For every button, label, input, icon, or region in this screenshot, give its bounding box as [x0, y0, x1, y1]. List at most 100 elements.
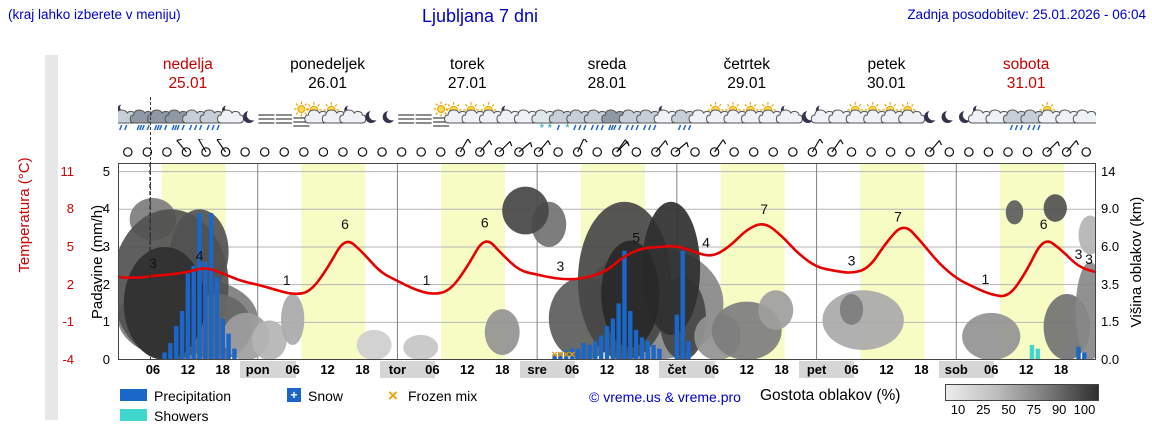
sky-icon-sun-cloud	[845, 102, 873, 124]
precip-bar	[610, 318, 616, 360]
cloud-blob	[601, 240, 660, 348]
precip-bar	[558, 352, 563, 360]
x-tick: 18	[914, 362, 929, 377]
wind-barb	[714, 139, 724, 153]
precip-bar	[622, 250, 627, 360]
x-tick: 18	[774, 362, 789, 377]
showers-legend-label: Showers	[154, 408, 209, 424]
x-tick: pon	[245, 362, 270, 377]
precip-bar	[628, 311, 633, 360]
x-tick: 06	[983, 362, 999, 377]
cloud-blob	[484, 309, 520, 355]
x-tick: sob	[944, 362, 968, 377]
precipitation-tick: 4	[102, 201, 110, 217]
wind-circle	[122, 147, 133, 157]
x-tick: 06	[425, 362, 440, 377]
x-tick: sre	[527, 362, 547, 377]
copyright-link[interactable]: © vreme.us & vreme.pro	[589, 389, 741, 405]
cloud-blob	[1078, 215, 1096, 255]
precip-bar	[191, 265, 196, 360]
temperature-value-label: 4	[702, 234, 710, 250]
precip-bar	[185, 273, 191, 360]
temperature-tick: 2	[66, 276, 74, 292]
x-tick: 12	[180, 362, 196, 377]
wind-barb	[216, 139, 227, 153]
sky-icon-cloud	[1072, 109, 1096, 124]
day-date: 26.01	[308, 75, 347, 92]
day-name: sreda	[587, 56, 627, 73]
x-tick: 06	[285, 362, 300, 377]
precip-bar	[232, 348, 237, 360]
wind-barb	[675, 141, 688, 153]
cloud-density-scale	[945, 384, 1099, 401]
day-date: 27.01	[447, 75, 487, 92]
precip-bar	[575, 348, 581, 360]
temperature-tick: -1	[62, 314, 74, 330]
cloud-blob	[822, 290, 904, 350]
precip-bar	[581, 343, 586, 360]
cloud-density-tick: 90	[1051, 402, 1067, 417]
frozen-mix-marker: ×	[551, 349, 557, 360]
night-band	[240, 361, 296, 378]
temperature-value-label: 1	[981, 271, 989, 287]
x-tick: 12	[460, 362, 475, 377]
cloud-blob	[839, 294, 864, 325]
precip-bar	[214, 277, 220, 360]
night-band	[519, 361, 575, 378]
wind-barb	[1046, 140, 1059, 153]
frozen-mix-legend-label: Frozen mix	[408, 388, 478, 404]
wind-circle	[983, 147, 994, 157]
x-tick: 18	[1053, 362, 1069, 377]
wind-barb	[479, 140, 490, 153]
day-name: petek	[867, 56, 906, 73]
sky-icon-moon-cloud	[775, 104, 803, 124]
wind-circle	[964, 147, 974, 157]
x-tick: 06	[145, 362, 161, 377]
temperature-tick: -4	[62, 352, 74, 367]
precip-bar	[1076, 346, 1081, 360]
wind-circle	[1022, 147, 1033, 157]
sky-icon-sun-cloud	[898, 102, 926, 124]
wind-circle	[905, 147, 915, 157]
frozen-mix-marker: ×	[557, 349, 563, 360]
cloud-blob	[123, 246, 206, 360]
cloud-height-tick: 0.0	[1101, 352, 1120, 367]
precip-bar	[651, 344, 656, 360]
page-title: Ljubljana 7 dni	[421, 6, 539, 26]
wind-circle	[396, 147, 407, 157]
snow-legend-label: Snow	[308, 388, 344, 404]
temperature-curve	[118, 222, 1096, 298]
night-band	[659, 361, 715, 378]
x-tick: 06	[564, 362, 580, 377]
precip-bar	[604, 326, 610, 360]
night-band	[938, 361, 995, 378]
wind-circle	[553, 147, 563, 157]
wind-circle	[944, 147, 955, 157]
day-date: 28.01	[587, 75, 627, 92]
wind-circle	[729, 147, 739, 157]
x-tick: 06	[704, 362, 720, 377]
left-gray-strip	[45, 55, 58, 420]
cloud-blob	[281, 294, 305, 345]
cloud-blob	[1005, 200, 1024, 225]
x-tick: 18	[215, 362, 231, 377]
svg-text:* *: * *	[540, 121, 553, 135]
wind-barb	[498, 140, 511, 153]
temperature-value-label: 6	[481, 215, 489, 231]
night-band	[379, 361, 436, 378]
wind-barb	[655, 140, 667, 153]
sky-icon-fog	[415, 114, 432, 124]
x-tick: tor	[388, 362, 407, 377]
wind-symbols-row	[122, 139, 1092, 157]
sky-icon-sun-cloud	[1037, 102, 1065, 124]
precip-bar	[179, 311, 185, 360]
last-update-timestamp: Zadnja posodobitev: 25.01.2026 - 06:04	[907, 7, 1146, 22]
precip-bar	[208, 213, 214, 360]
cloud-density-tick: 10	[950, 402, 966, 417]
temperature-value-label: 6	[341, 216, 349, 232]
frozen-mix-marker: ×	[569, 349, 575, 360]
wind-circle	[866, 147, 876, 157]
wind-circle	[631, 147, 642, 157]
wind-barb	[1066, 140, 1077, 153]
